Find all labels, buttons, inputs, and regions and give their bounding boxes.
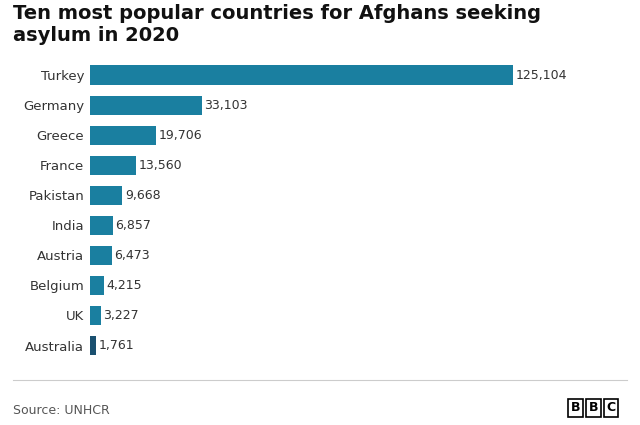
Text: Source: UNHCR: Source: UNHCR bbox=[13, 403, 109, 416]
Text: 3,227: 3,227 bbox=[103, 309, 139, 322]
Text: 4,215: 4,215 bbox=[107, 279, 142, 292]
Text: B: B bbox=[571, 401, 580, 414]
Bar bbox=[90, 306, 100, 325]
Text: 6,857: 6,857 bbox=[116, 219, 152, 232]
Bar bbox=[90, 65, 513, 85]
Text: 1,761: 1,761 bbox=[99, 339, 134, 352]
Text: 9,668: 9,668 bbox=[125, 189, 161, 202]
Text: B: B bbox=[589, 401, 598, 414]
Text: 19,706: 19,706 bbox=[159, 129, 203, 142]
Bar bbox=[90, 186, 122, 205]
Bar bbox=[90, 246, 111, 265]
Text: 33,103: 33,103 bbox=[204, 99, 248, 112]
Bar bbox=[90, 156, 136, 175]
Text: C: C bbox=[607, 401, 616, 414]
Text: 6,473: 6,473 bbox=[114, 249, 150, 262]
Bar bbox=[90, 336, 95, 355]
Bar bbox=[90, 215, 113, 235]
Text: Ten most popular countries for Afghans seeking
asylum in 2020: Ten most popular countries for Afghans s… bbox=[13, 4, 541, 45]
Bar bbox=[90, 96, 202, 115]
Text: 13,560: 13,560 bbox=[138, 159, 182, 172]
Bar bbox=[90, 125, 156, 145]
Text: 125,104: 125,104 bbox=[516, 69, 567, 82]
Bar bbox=[90, 276, 104, 295]
